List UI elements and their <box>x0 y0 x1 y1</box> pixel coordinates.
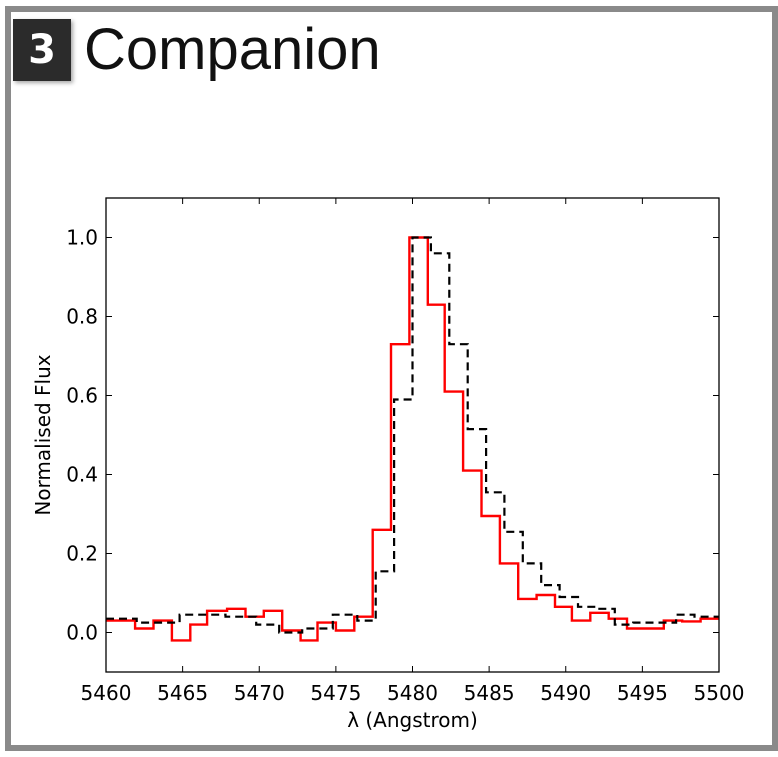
y-tick-label: 0.8 <box>66 305 98 329</box>
plot-area <box>106 236 719 642</box>
x-axis-label: λ (Angstrom) <box>347 708 478 732</box>
axis-ticks: 5460 5465 5470 5475 5480 5485 5490 5495 5500 0.0 0… <box>66 198 744 705</box>
x-tick-label: 5480 <box>387 681 438 705</box>
y-tick-label: 0.4 <box>66 463 98 487</box>
panel-title: Companion <box>84 17 381 82</box>
x-tick-label: 5495 <box>617 681 668 705</box>
x-tick-label: 5475 <box>310 681 361 705</box>
x-tick-label: 5460 <box>81 681 132 705</box>
y-axis-label: Normalised Flux <box>31 354 55 515</box>
x-tick-label: 5485 <box>464 681 515 705</box>
x-tick-label: 5465 <box>157 681 208 705</box>
panel-number-badge: 3 <box>13 19 71 81</box>
y-tick-label: 0.6 <box>66 384 98 408</box>
y-tick-label: 0.0 <box>66 621 98 645</box>
x-tick-label: 5500 <box>694 681 745 705</box>
y-tick-label: 0.2 <box>66 542 98 566</box>
series-solid-red-line <box>106 236 719 642</box>
y-tick-label: 1.0 <box>66 226 98 250</box>
series-dashed-black-line <box>106 236 719 634</box>
plot-border <box>105 197 720 673</box>
x-tick-label: 5490 <box>540 681 591 705</box>
x-tick-label: 5470 <box>234 681 285 705</box>
